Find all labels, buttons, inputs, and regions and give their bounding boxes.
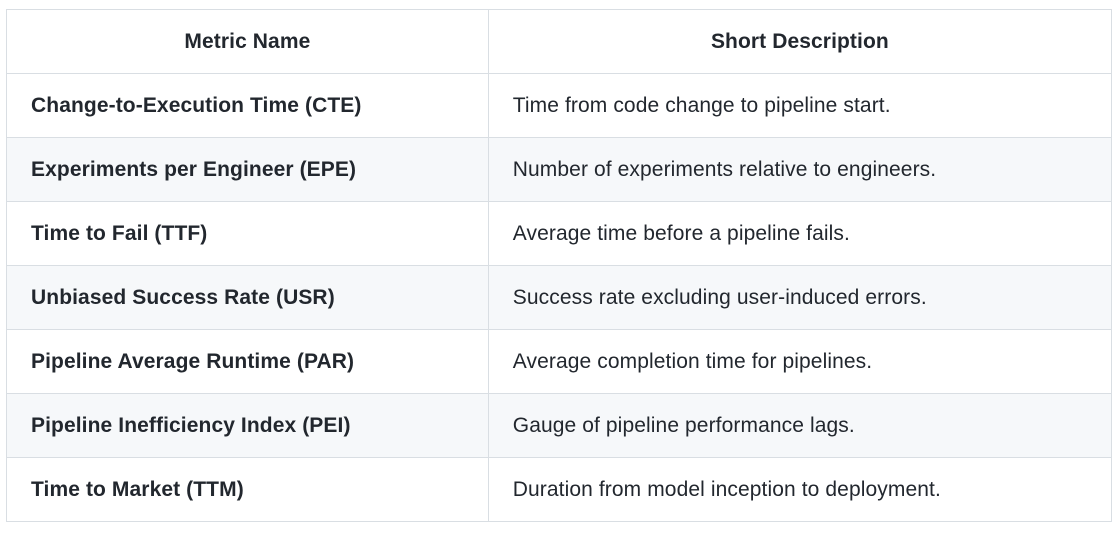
table-row: Change-to-Execution Time (CTE) Time from… (6, 73, 1113, 138)
table-row: Pipeline Average Runtime (PAR) Average c… (6, 329, 1113, 394)
metric-name-cell: Unbiased Success Rate (USR) (6, 265, 489, 330)
header-row: Metric Name Short Description (6, 9, 1113, 74)
column-header-metric-name: Metric Name (6, 9, 489, 74)
short-description-cell: Success rate excluding user-induced erro… (487, 265, 1113, 330)
metric-name-cell: Pipeline Inefficiency Index (PEI) (6, 393, 489, 458)
table-body: Change-to-Execution Time (CTE) Time from… (6, 73, 1113, 522)
short-description-cell: Average time before a pipeline fails. (487, 201, 1113, 266)
metrics-table-container: Metric Name Short Description Change-to-… (6, 9, 1113, 522)
short-description-cell: Average completion time for pipelines. (487, 329, 1113, 394)
short-description-cell: Time from code change to pipeline start. (487, 73, 1113, 138)
metrics-table: Metric Name Short Description Change-to-… (6, 9, 1113, 522)
metric-name-cell: Time to Fail (TTF) (6, 201, 489, 266)
short-description-cell: Duration from model inception to deploym… (487, 457, 1113, 522)
metric-name-cell: Time to Market (TTM) (6, 457, 489, 522)
column-header-short-description: Short Description (487, 9, 1113, 74)
table-row: Time to Market (TTM) Duration from model… (6, 457, 1113, 522)
table-header: Metric Name Short Description (6, 9, 1113, 74)
short-description-cell: Gauge of pipeline performance lags. (487, 393, 1113, 458)
metric-name-cell: Pipeline Average Runtime (PAR) (6, 329, 489, 394)
table-row: Experiments per Engineer (EPE) Number of… (6, 137, 1113, 202)
table-row: Unbiased Success Rate (USR) Success rate… (6, 265, 1113, 330)
metric-name-cell: Experiments per Engineer (EPE) (6, 137, 489, 202)
table-row: Pipeline Inefficiency Index (PEI) Gauge … (6, 393, 1113, 458)
table-row: Time to Fail (TTF) Average time before a… (6, 201, 1113, 266)
short-description-cell: Number of experiments relative to engine… (487, 137, 1113, 202)
metric-name-cell: Change-to-Execution Time (CTE) (6, 73, 489, 138)
